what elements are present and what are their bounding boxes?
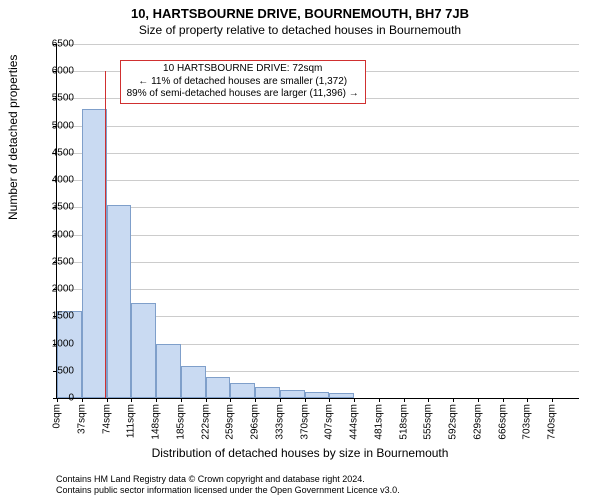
xtick-label: 148sqm <box>151 404 162 440</box>
annotation-line: 89% of semi-detached houses are larger (… <box>127 88 359 101</box>
xtick-mark <box>156 398 157 402</box>
x-axis-label: Distribution of detached houses by size … <box>0 446 600 460</box>
xtick-label: 703sqm <box>522 404 533 440</box>
histogram-bar <box>156 344 181 398</box>
xtick-mark <box>428 398 429 402</box>
ytick-label: 6500 <box>34 39 74 50</box>
xtick-mark <box>527 398 528 402</box>
ytick-label: 4500 <box>34 147 74 158</box>
xtick-mark <box>503 398 504 402</box>
chart-title: 10, HARTSBOURNE DRIVE, BOURNEMOUTH, BH7 … <box>0 0 600 21</box>
ytick-label: 4000 <box>34 175 74 186</box>
xtick-label: 592sqm <box>448 404 459 440</box>
xtick-label: 666sqm <box>497 404 508 440</box>
footer-line-2: Contains public sector information licen… <box>56 485 400 496</box>
histogram-bar <box>230 383 255 398</box>
xtick-label: 370sqm <box>299 404 310 440</box>
xtick-label: 518sqm <box>398 404 409 440</box>
xtick-mark <box>82 398 83 402</box>
xtick-mark <box>230 398 231 402</box>
annotation-line: 10 HARTSBOURNE DRIVE: 72sqm <box>127 63 359 76</box>
xtick-label: 111sqm <box>126 404 137 438</box>
footer-line-1: Contains HM Land Registry data © Crown c… <box>56 474 400 485</box>
chart-subtitle: Size of property relative to detached ho… <box>0 21 600 37</box>
ytick-label: 1500 <box>34 311 74 322</box>
xtick-label: 222sqm <box>200 404 211 440</box>
histogram-bar <box>107 205 132 398</box>
xtick-label: 629sqm <box>472 404 483 440</box>
ytick-label: 5000 <box>34 120 74 131</box>
gridline <box>57 262 579 263</box>
annotation-box: 10 HARTSBOURNE DRIVE: 72sqm← 11% of deta… <box>120 60 366 104</box>
xtick-mark <box>107 398 108 402</box>
xtick-mark <box>131 398 132 402</box>
xtick-label: 0sqm <box>52 404 63 428</box>
histogram-bar <box>181 366 206 398</box>
histogram-bar <box>305 392 330 398</box>
gridline <box>57 289 579 290</box>
histogram-bar <box>131 303 156 398</box>
histogram-bar <box>329 393 354 398</box>
xtick-label: 481sqm <box>373 404 384 440</box>
gridline <box>57 126 579 127</box>
annotation-line: ← 11% of detached houses are smaller (1,… <box>127 76 359 89</box>
xtick-label: 185sqm <box>175 404 186 440</box>
ytick-label: 3000 <box>34 229 74 240</box>
ytick-label: 0 <box>34 393 74 404</box>
xtick-mark <box>255 398 256 402</box>
xtick-mark <box>354 398 355 402</box>
histogram-bar <box>57 311 82 398</box>
xtick-mark <box>181 398 182 402</box>
xtick-mark <box>305 398 306 402</box>
histogram-bar <box>82 109 107 398</box>
histogram-bar <box>206 377 231 398</box>
xtick-mark <box>206 398 207 402</box>
gridline <box>57 153 579 154</box>
xtick-mark <box>478 398 479 402</box>
y-axis-label: Number of detached properties <box>6 55 20 220</box>
xtick-mark <box>280 398 281 402</box>
xtick-mark <box>453 398 454 402</box>
gridline <box>57 180 579 181</box>
histogram-bar <box>255 387 280 398</box>
gridline <box>57 235 579 236</box>
xtick-mark <box>379 398 380 402</box>
xtick-mark <box>329 398 330 402</box>
xtick-label: 296sqm <box>250 404 261 440</box>
ytick-label: 2000 <box>34 284 74 295</box>
xtick-label: 259sqm <box>225 404 236 440</box>
xtick-mark <box>404 398 405 402</box>
histogram-bar <box>280 390 305 398</box>
ytick-label: 2500 <box>34 256 74 267</box>
footer-attribution: Contains HM Land Registry data © Crown c… <box>56 474 400 496</box>
xtick-mark <box>552 398 553 402</box>
xtick-label: 333sqm <box>274 404 285 440</box>
ytick-label: 500 <box>34 365 74 376</box>
ytick-label: 6000 <box>34 66 74 77</box>
ytick-label: 3500 <box>34 202 74 213</box>
xtick-label: 555sqm <box>423 404 434 440</box>
plot-area: 0sqm37sqm74sqm111sqm148sqm185sqm222sqm25… <box>56 44 579 399</box>
ytick-label: 5500 <box>34 93 74 104</box>
xtick-label: 740sqm <box>547 404 558 440</box>
xtick-label: 74sqm <box>101 404 112 434</box>
chart-container: 10, HARTSBOURNE DRIVE, BOURNEMOUTH, BH7 … <box>0 0 600 500</box>
xtick-label: 37sqm <box>76 404 87 434</box>
xtick-label: 444sqm <box>349 404 360 440</box>
xtick-label: 407sqm <box>324 404 335 440</box>
property-marker-line <box>105 71 106 398</box>
gridline <box>57 44 579 45</box>
gridline <box>57 207 579 208</box>
ytick-label: 1000 <box>34 338 74 349</box>
